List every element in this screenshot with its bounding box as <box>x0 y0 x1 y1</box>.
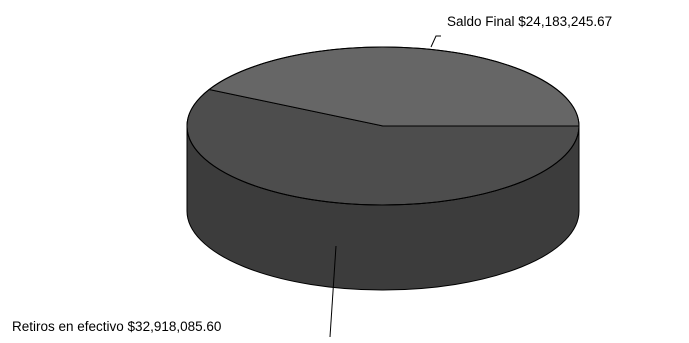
leader-line-retiros <box>329 245 337 338</box>
pie-top-outline <box>186 46 580 206</box>
leader-line-saldo-final <box>430 35 441 48</box>
slice-label-retiros: Retiros en efectivo $32,918,085.60 <box>12 319 221 334</box>
slice-label-saldo-final: Saldo Final $24,183,245.67 <box>447 14 612 29</box>
